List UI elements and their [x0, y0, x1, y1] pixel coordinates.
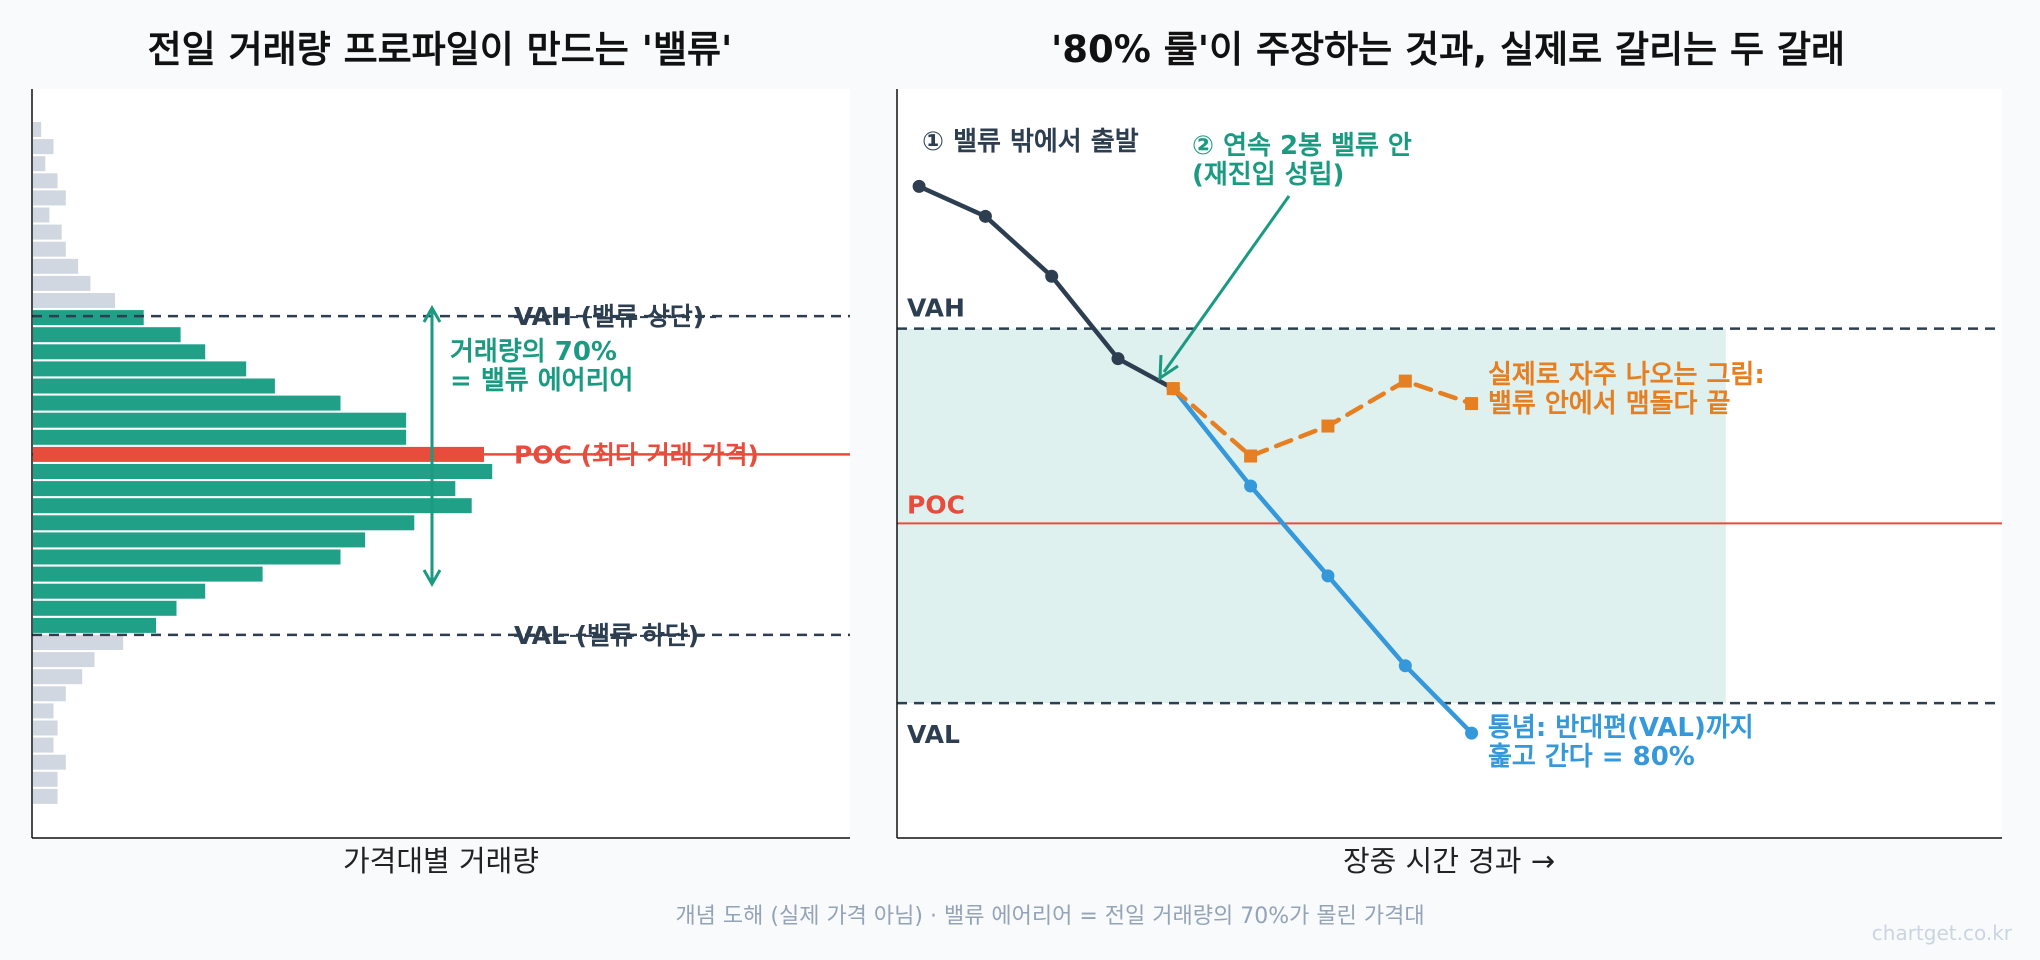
series-point-reality-stay-inside — [1166, 382, 1180, 396]
series-point-myth-to-val — [1465, 726, 1479, 740]
value-area-bar — [33, 378, 275, 394]
reentry-arrow — [1158, 195, 1291, 381]
value-area-bar — [33, 549, 341, 565]
footnote: 개념 도해 (실제 가격 아님) · 밸류 에어리어 = 전일 거래량의 70%… — [675, 904, 1424, 929]
eighty-rule-panel: '80% 룰'이 주장하는 것과, 실제로 갈리는 두 갈래 VAH POC V… — [896, 28, 2002, 878]
volume-bar — [33, 207, 50, 223]
value-area-bar — [33, 532, 366, 548]
volume-bar — [33, 190, 66, 206]
left-x-axis-label: 가격대별 거래량 — [343, 844, 539, 878]
value-area-bar — [33, 464, 493, 479]
volume-bars — [33, 122, 493, 804]
volume-bar — [33, 122, 42, 137]
series-point-outside-start — [978, 209, 992, 223]
value-area-annotation-line1: 거래량의 70% — [450, 337, 617, 367]
price-paths — [912, 179, 1479, 740]
vah-level-label: VAH — [907, 294, 965, 323]
volume-bar — [33, 703, 54, 719]
series-point-outside-start — [1045, 269, 1059, 283]
value-area-bar — [33, 566, 263, 582]
value-area-bar — [33, 583, 206, 599]
series-point-myth-to-val — [1244, 479, 1258, 493]
value-area-bar — [33, 600, 177, 616]
reality-annotation-line2: 밸류 안에서 맴돌다 끝 — [1488, 389, 1731, 419]
value-area-bar — [33, 429, 407, 445]
value-area-bar — [33, 412, 407, 428]
poc-label: POC (최다 거래 가격) — [514, 440, 759, 469]
volume-bar — [33, 293, 115, 308]
val-level-label: VAL — [907, 720, 960, 749]
myth-annotation-line1: 통념: 반대편(VAL)까지 — [1488, 713, 1754, 743]
volume-bar — [33, 720, 58, 736]
volume-bar — [33, 139, 54, 155]
reentry-annotation-line2: (재진입 성립) — [1192, 160, 1344, 190]
volume-bar — [33, 241, 66, 257]
volume-bar — [33, 652, 95, 668]
series-point-myth-to-val — [1321, 569, 1335, 583]
volume-bar — [33, 224, 62, 240]
volume-bar — [33, 737, 54, 753]
volume-bar — [33, 156, 46, 172]
series-point-reality-stay-inside — [1321, 419, 1335, 433]
volume-bar — [33, 788, 58, 804]
series-point-reality-stay-inside — [1398, 374, 1412, 388]
start-outside-annotation: ① 밸류 밖에서 출발 — [922, 127, 1139, 157]
value-area-bar — [33, 361, 247, 377]
value-area-bar — [33, 327, 181, 343]
series-point-outside-start — [1111, 352, 1125, 366]
right-chart-title: '80% 룰'이 주장하는 것과, 실제로 갈리는 두 갈래 — [1051, 28, 1845, 71]
value-area-bar — [33, 617, 156, 633]
value-area-bar — [33, 395, 341, 411]
volume-bar — [33, 669, 83, 685]
series-point-reality-stay-inside — [1465, 397, 1479, 411]
value-area-bar — [33, 310, 144, 326]
left-plot-area — [32, 89, 850, 838]
series-point-reality-stay-inside — [1244, 449, 1258, 463]
value-area-annotation-line2: = 밸류 에어리어 — [450, 366, 633, 396]
value-area-bar — [33, 481, 456, 497]
value-area-band — [897, 328, 1726, 704]
myth-annotation-line2: 훑고 간다 = 80% — [1488, 742, 1695, 772]
right-x-axis-label: 장중 시간 경과 → — [1343, 844, 1555, 878]
series-point-outside-start — [912, 179, 926, 193]
volume-bar — [33, 173, 58, 189]
watermark: chartget.co.kr — [1872, 921, 2013, 945]
reentry-annotation-line1: ② 연속 2봉 밸류 안 — [1192, 131, 1412, 161]
volume-bar — [33, 771, 58, 787]
value-area-arrow — [422, 304, 442, 588]
reality-annotation-line1: 실제로 자주 나오는 그림: — [1488, 360, 1765, 390]
series-point-myth-to-val — [1398, 659, 1412, 673]
left-chart-title: 전일 거래량 프로파일이 만드는 '밸류' — [148, 28, 733, 71]
volume-bar — [33, 258, 79, 274]
value-area-bar — [33, 344, 206, 360]
poc-level-label: POC — [907, 490, 965, 519]
value-area-bar — [33, 498, 472, 514]
value-area-bar — [33, 515, 415, 531]
volume-bar — [33, 686, 66, 702]
volume-bar — [33, 754, 66, 770]
volume-bar — [33, 635, 124, 650]
volume-profile-panel: 전일 거래량 프로파일이 만드는 '밸류' VAH (밸류 상단) POC (최… — [31, 28, 850, 878]
volume-bar — [33, 275, 91, 291]
